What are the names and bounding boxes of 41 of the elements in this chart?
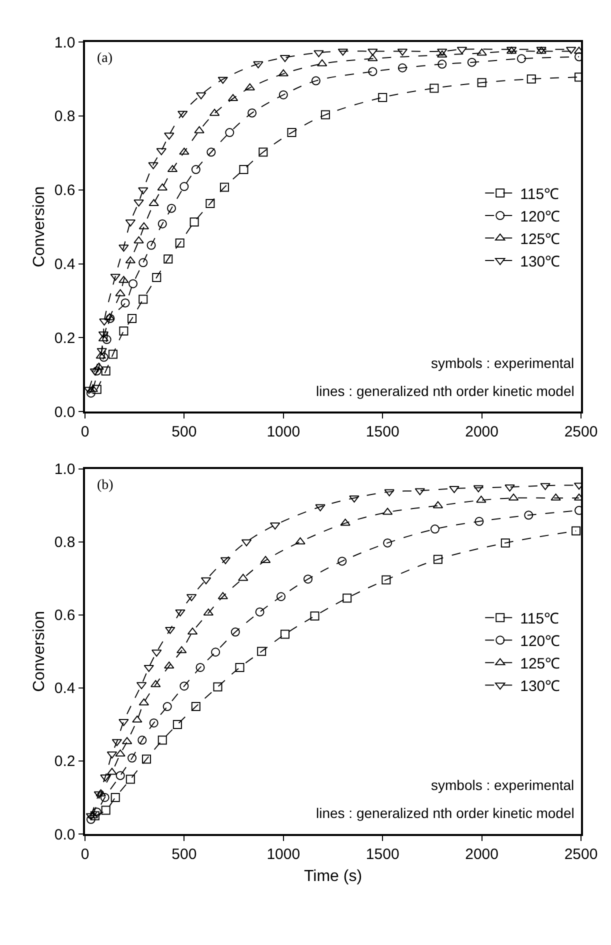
legend-label: 120℃ xyxy=(520,208,560,226)
x-tick-label: 500 xyxy=(172,846,197,863)
legend-label: 125℃ xyxy=(520,230,560,248)
y-tick-label: 1.0 xyxy=(54,34,76,52)
annotation: (b) xyxy=(97,478,114,493)
x-tick-label: 2500 xyxy=(564,423,598,440)
x-tick-label: 2500 xyxy=(564,846,598,863)
y-tick-label: 0.8 xyxy=(54,534,76,552)
y-tick-label: 0.8 xyxy=(54,108,76,126)
x-tick-label: 2000 xyxy=(465,846,498,863)
legend-label: 130℃ xyxy=(520,253,560,270)
y-tick-label: 0.4 xyxy=(54,680,76,698)
y-tick-label: 0.6 xyxy=(54,607,76,624)
legend-label: 130℃ xyxy=(520,678,560,695)
annotation: symbols : experimental xyxy=(431,355,574,371)
x-axis-title: Time (s) xyxy=(304,868,362,885)
y-tick-label: 0.0 xyxy=(54,404,76,421)
annotation: symbols : experimental xyxy=(431,777,574,793)
annotation: lines : generalized nth order kinetic model xyxy=(316,383,574,399)
legend-label: 115℃ xyxy=(520,610,560,628)
y-tick-label: 0.6 xyxy=(54,182,76,200)
legend-label: 115℃ xyxy=(520,186,560,203)
y-tick-label: 0.2 xyxy=(54,330,76,347)
annotation: (a) xyxy=(97,51,113,66)
x-tick-label: 500 xyxy=(172,423,197,440)
x-tick-label: 1500 xyxy=(366,423,400,440)
x-tick-label: 1000 xyxy=(266,423,300,440)
x-tick-label: 2000 xyxy=(465,423,498,440)
legend-label: 125℃ xyxy=(520,656,560,672)
x-tick-label: 1500 xyxy=(366,846,400,863)
y-tick-label: 1.0 xyxy=(54,461,76,478)
x-tick-label: 0 xyxy=(80,846,90,863)
x-tick-label: 1000 xyxy=(266,846,300,863)
y-axis-title: Conversion xyxy=(30,186,48,268)
y-tick-label: 0.0 xyxy=(54,826,76,844)
x-tick-label: 0 xyxy=(80,423,90,440)
annotation: lines : generalized nth order kinetic model xyxy=(316,805,574,821)
legend-label: 120℃ xyxy=(520,633,560,650)
y-axis-title: Conversion xyxy=(30,610,48,692)
y-tick-label: 0.4 xyxy=(54,256,76,274)
y-tick-label: 0.2 xyxy=(54,753,76,770)
